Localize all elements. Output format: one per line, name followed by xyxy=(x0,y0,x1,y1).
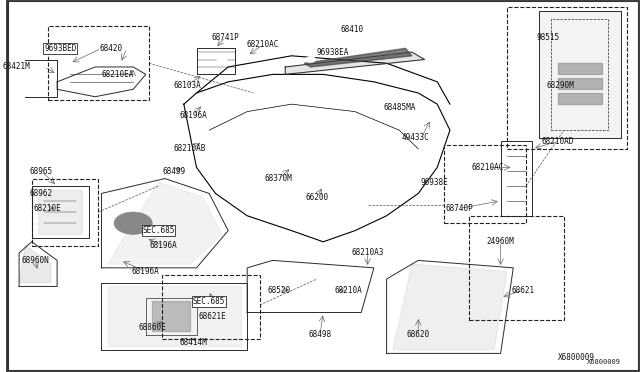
Text: 68210A3: 68210A3 xyxy=(351,248,384,257)
Circle shape xyxy=(114,212,152,234)
Text: 68196A: 68196A xyxy=(150,241,177,250)
Polygon shape xyxy=(557,93,602,104)
Text: 68741P: 68741P xyxy=(211,33,239,42)
Polygon shape xyxy=(19,246,51,283)
Circle shape xyxy=(419,64,429,70)
Polygon shape xyxy=(393,264,507,350)
Bar xyxy=(47,26,149,100)
Text: 68196A: 68196A xyxy=(179,111,207,120)
Circle shape xyxy=(381,42,392,48)
Text: 68498: 68498 xyxy=(308,330,332,339)
Text: 68421M: 68421M xyxy=(2,62,30,71)
Text: 68370M: 68370M xyxy=(265,174,292,183)
Text: 68210AD: 68210AD xyxy=(541,137,574,146)
Polygon shape xyxy=(539,11,621,138)
Bar xyxy=(444,145,526,223)
Text: 68210A: 68210A xyxy=(335,286,362,295)
Text: 68210EA: 68210EA xyxy=(101,70,134,79)
Text: 68520: 68520 xyxy=(268,286,291,295)
Text: 68860E: 68860E xyxy=(138,323,166,332)
Bar xyxy=(507,7,627,149)
Bar xyxy=(469,216,564,320)
Text: 68210AB: 68210AB xyxy=(174,144,206,153)
Bar xyxy=(162,275,260,339)
Text: 24960M: 24960M xyxy=(487,237,515,246)
Text: 9693BED: 9693BED xyxy=(44,44,76,53)
Text: 68420: 68420 xyxy=(99,44,122,53)
Polygon shape xyxy=(38,190,83,234)
Text: 66200: 66200 xyxy=(305,193,328,202)
Text: 68196A: 68196A xyxy=(132,267,160,276)
Circle shape xyxy=(217,57,227,62)
Text: 49433C: 49433C xyxy=(401,133,429,142)
Text: X6800009: X6800009 xyxy=(587,359,621,365)
Text: SEC.685: SEC.685 xyxy=(193,297,225,306)
Circle shape xyxy=(305,57,316,62)
Text: 96938E: 96938E xyxy=(420,178,448,187)
Polygon shape xyxy=(304,48,412,67)
Polygon shape xyxy=(285,52,424,74)
Text: 68499: 68499 xyxy=(163,167,186,176)
Text: 68965: 68965 xyxy=(29,167,53,176)
Text: 68960N: 68960N xyxy=(21,256,49,265)
Text: 68620: 68620 xyxy=(406,330,430,339)
Text: 68210AC: 68210AC xyxy=(472,163,504,172)
Text: 68410: 68410 xyxy=(340,25,364,34)
Text: 68740P: 68740P xyxy=(445,204,474,213)
Bar xyxy=(32,179,99,246)
Text: 68210E: 68210E xyxy=(34,204,61,213)
Text: X6800009: X6800009 xyxy=(558,353,595,362)
Text: 68414M: 68414M xyxy=(179,338,207,347)
Text: 68962: 68962 xyxy=(29,189,53,198)
FancyBboxPatch shape xyxy=(8,1,639,371)
Text: 68621: 68621 xyxy=(511,286,534,295)
Polygon shape xyxy=(557,63,602,74)
Text: 68290M: 68290M xyxy=(547,81,575,90)
Text: 68103A: 68103A xyxy=(173,81,201,90)
Polygon shape xyxy=(108,182,222,264)
Text: 98515: 98515 xyxy=(536,33,560,42)
Text: 68621E: 68621E xyxy=(198,312,226,321)
Text: 96938EA: 96938EA xyxy=(317,48,349,57)
Polygon shape xyxy=(152,301,190,331)
Text: 68485MA: 68485MA xyxy=(383,103,415,112)
Polygon shape xyxy=(108,286,241,346)
Text: SEC.685: SEC.685 xyxy=(142,226,175,235)
Polygon shape xyxy=(557,78,602,89)
Text: 68210AC: 68210AC xyxy=(247,40,279,49)
